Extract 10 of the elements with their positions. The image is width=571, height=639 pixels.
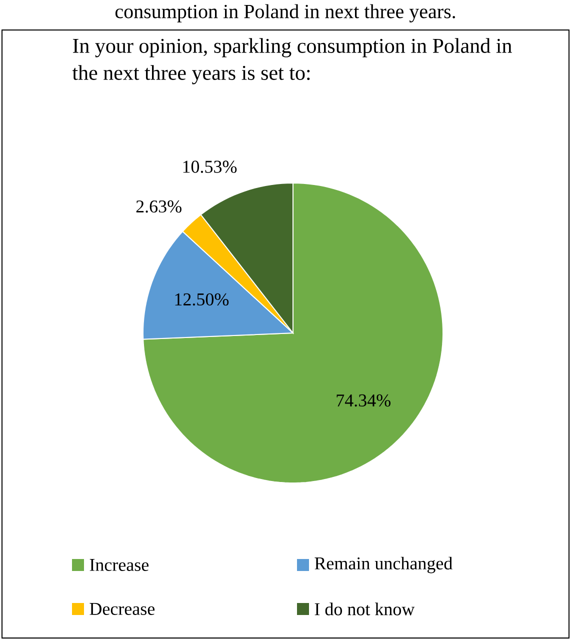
legend-label: Increase xyxy=(90,559,149,571)
legend-label: Decrease xyxy=(90,603,155,615)
data-label: 74.34% xyxy=(336,394,390,407)
legend-label: Remain unchanged xyxy=(314,556,452,574)
text: consumption in Poland in next three years. xyxy=(115,4,456,22)
legend-label: I do not know xyxy=(314,602,415,616)
data-label: 2.63% xyxy=(136,200,182,213)
data-label: 10.53% xyxy=(183,160,237,173)
chart-title: In your opinion, sparkling consumption in Poland in the next three years is set to: xyxy=(72,38,512,84)
data-label: 12.50% xyxy=(175,293,229,306)
